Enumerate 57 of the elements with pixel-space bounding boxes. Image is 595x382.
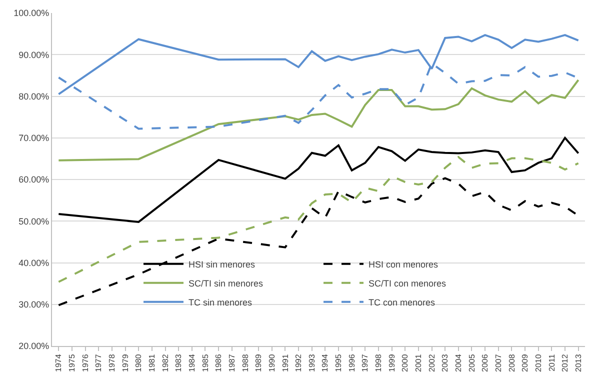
x-tick-label: 2012 <box>560 354 570 372</box>
x-tick-label: 1984 <box>188 354 197 372</box>
x-tick-label: 2004 <box>454 354 464 372</box>
x-tick-label: 2005 <box>467 354 476 372</box>
x-tick-label: 2008 <box>507 354 516 372</box>
x-tick-label: 1990 <box>267 354 276 372</box>
y-tick-label: 50.00% <box>18 216 50 226</box>
legend-label: TC con menores <box>368 297 436 308</box>
x-tick-label: 2003 <box>440 354 450 372</box>
x-tick-label: 1976 <box>80 354 90 372</box>
x-tick-label: 1999 <box>387 354 396 372</box>
x-tick-label: 1994 <box>320 354 330 372</box>
x-tick-label: 1986 <box>214 354 224 372</box>
legend-label: HSI con menores <box>368 259 439 270</box>
x-tick-label: 1985 <box>200 354 210 372</box>
x-tick-label: 1975 <box>68 354 77 372</box>
x-tick-label: 2013 <box>574 354 583 372</box>
x-tick-label: 1988 <box>240 354 250 372</box>
y-tick-label: 60.00% <box>18 174 50 185</box>
x-tick-label: 2007 <box>494 354 503 372</box>
x-tick-label: 1977 <box>94 354 104 372</box>
x-tick-label: 2001 <box>414 354 424 372</box>
x-tick-label: 1974 <box>54 354 64 372</box>
legend-label: SC/TI con menores <box>368 278 447 288</box>
x-tick-label: 1979 <box>120 354 130 372</box>
legend-label: SC/TI sin menores <box>188 278 264 288</box>
y-tick-label: 100.00% <box>14 8 50 18</box>
x-tick-label: 2002 <box>427 354 436 372</box>
x-tick-label: 1997 <box>360 354 370 372</box>
y-tick-label: 80.00% <box>18 91 50 102</box>
x-tick-label: 1993 <box>307 354 316 372</box>
line-series <box>58 79 580 162</box>
x-tick-label: 2009 <box>520 354 530 372</box>
legend-label: HSI sin menores <box>188 259 256 270</box>
x-tick-label: 1978 <box>108 354 117 372</box>
y-tick-label: 90.00% <box>18 50 50 60</box>
x-tick-label: 1995 <box>334 354 344 372</box>
x-tick-label: 2006 <box>480 354 490 372</box>
x-tick-label: 1998 <box>374 354 384 372</box>
x-tick-label: 1981 <box>148 354 157 372</box>
line-series <box>58 136 580 223</box>
x-tick-label: 1989 <box>254 354 264 372</box>
y-tick-label: 30.00% <box>18 300 50 310</box>
x-tick-label: 2011 <box>547 354 556 372</box>
y-tick-label: 40.00% <box>18 258 50 268</box>
x-tick-label: 2010 <box>534 354 543 372</box>
y-tick-label: 20.00% <box>18 341 50 352</box>
y-tick-label: 70.00% <box>18 133 50 144</box>
x-tick-label: 1996 <box>347 354 356 372</box>
x-tick-label: 1987 <box>227 354 236 372</box>
legend-label: TC sin menores <box>188 297 253 308</box>
x-tick-label: 1980 <box>134 354 144 372</box>
x-tick-label: 2000 <box>400 354 410 372</box>
x-tick-label: 1991 <box>280 354 290 372</box>
x-tick-label: 1982 <box>160 354 170 372</box>
x-tick-label: 1992 <box>294 354 304 372</box>
x-tick-label: 1983 <box>174 354 184 372</box>
